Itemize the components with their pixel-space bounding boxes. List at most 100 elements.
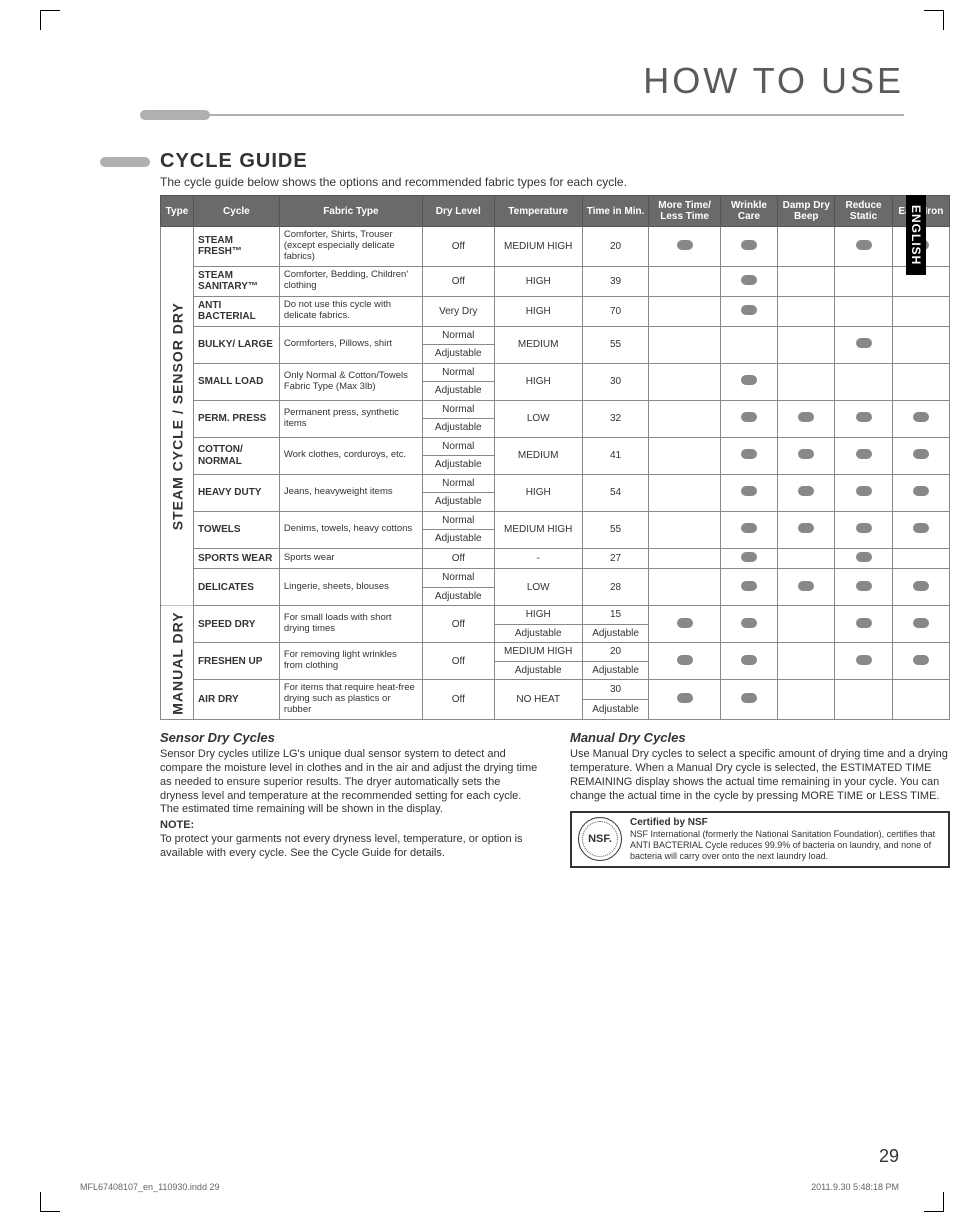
option-cell <box>649 643 721 680</box>
table-row: MANUAL DRYSPEED DRYFor small loads with … <box>161 606 950 625</box>
option-cell <box>778 326 835 363</box>
dry-level: Off <box>422 227 494 267</box>
option-dot-icon <box>913 486 929 496</box>
dry-level: Very Dry <box>422 296 494 326</box>
time-min: 55 <box>582 511 648 548</box>
option-dot-icon <box>856 618 872 628</box>
fabric-type: Denims, towels, heavy cottons <box>279 511 422 548</box>
option-cell <box>892 569 949 606</box>
cycle-name: HEAVY DUTY <box>193 474 279 511</box>
fabric-type: Jeans, heavyweight items <box>279 474 422 511</box>
option-dot-icon <box>741 486 757 496</box>
option-cell <box>649 437 721 474</box>
table-row: STEAM SANITARY™Comforter, Bedding, Child… <box>161 266 950 296</box>
option-cell <box>649 548 721 569</box>
option-cell <box>720 474 777 511</box>
temperature: MEDIUM HIGH <box>494 511 582 548</box>
fabric-type: Cormforters, Pillows, shirt <box>279 326 422 363</box>
temperature: HIGH <box>494 363 582 400</box>
fabric-type: Permanent press, synthetic items <box>279 400 422 437</box>
option-cell <box>892 296 949 326</box>
option-dot-icon <box>856 338 872 348</box>
option-dot-icon <box>677 693 693 703</box>
table-row: FRESHEN UPFor removing light wrinkles fr… <box>161 643 950 662</box>
option-dot-icon <box>913 412 929 422</box>
dry-level: Off <box>422 266 494 296</box>
temperature: Adjustable <box>494 624 582 643</box>
option-dot-icon <box>677 618 693 628</box>
cycle-name: FRESHEN UP <box>193 643 279 680</box>
language-tab: ENGLISH <box>906 195 926 275</box>
option-cell <box>649 680 721 720</box>
dry-level: Off <box>422 643 494 680</box>
note-text: To protect your garments not every dryne… <box>160 833 540 861</box>
fabric-type: For small loads with short drying times <box>279 606 422 643</box>
dry-level: Normal <box>422 569 494 588</box>
option-cell <box>720 569 777 606</box>
temperature: Adjustable <box>494 661 582 680</box>
option-cell <box>720 296 777 326</box>
fabric-type: Lingerie, sheets, blouses <box>279 569 422 606</box>
option-cell <box>835 363 892 400</box>
cycle-name: SPEED DRY <box>193 606 279 643</box>
cycle-name: SMALL LOAD <box>193 363 279 400</box>
option-dot-icon <box>741 449 757 459</box>
option-dot-icon <box>741 655 757 665</box>
option-cell <box>720 548 777 569</box>
section-header: CYCLE GUIDE <box>100 150 904 173</box>
col-header: Fabric Type <box>279 196 422 227</box>
option-dot-icon <box>856 581 872 591</box>
option-cell <box>720 437 777 474</box>
option-cell <box>835 296 892 326</box>
dry-level: Adjustable <box>422 493 494 512</box>
title-rule <box>140 110 904 120</box>
option-dot-icon <box>856 523 872 533</box>
nsf-text: NSF International (formerly the National… <box>630 829 942 861</box>
cycle-name: AIR DRY <box>193 680 279 720</box>
option-dot-icon <box>798 581 814 591</box>
option-cell <box>778 474 835 511</box>
cycle-name: ANTI BACTERIAL <box>193 296 279 326</box>
option-cell <box>720 326 777 363</box>
temperature: MEDIUM <box>494 326 582 363</box>
option-cell <box>835 326 892 363</box>
section-subtitle: The cycle guide below shows the options … <box>160 175 904 189</box>
option-dot-icon <box>856 655 872 665</box>
table-row: HEAVY DUTYJeans, heavyweight itemsNormal… <box>161 474 950 493</box>
option-dot-icon <box>913 655 929 665</box>
option-cell <box>720 363 777 400</box>
option-cell <box>892 363 949 400</box>
option-cell <box>778 227 835 267</box>
table-row: COTTON/ NORMALWork clothes, corduroys, e… <box>161 437 950 456</box>
nsf-box: NSF. Certified by NSF NSF International … <box>570 811 950 867</box>
time-min: 30 <box>582 680 648 700</box>
option-cell <box>720 227 777 267</box>
temperature: - <box>494 548 582 569</box>
footer-right: 2011.9.30 5:48:18 PM <box>811 1182 899 1192</box>
temperature: LOW <box>494 400 582 437</box>
dry-level: Adjustable <box>422 382 494 401</box>
dry-level: Adjustable <box>422 345 494 364</box>
dry-level: Normal <box>422 326 494 345</box>
table-row: ANTI BACTERIALDo not use this cycle with… <box>161 296 950 326</box>
option-dot-icon <box>677 240 693 250</box>
time-min: 39 <box>582 266 648 296</box>
option-dot-icon <box>741 412 757 422</box>
option-dot-icon <box>741 552 757 562</box>
dry-level: Normal <box>422 511 494 530</box>
fabric-type: Do not use this cycle with delicate fabr… <box>279 296 422 326</box>
option-cell <box>778 606 835 643</box>
option-cell <box>892 606 949 643</box>
time-min: 41 <box>582 437 648 474</box>
temperature: MEDIUM HIGH <box>494 227 582 267</box>
option-cell <box>649 511 721 548</box>
cycle-name: TOWELS <box>193 511 279 548</box>
option-cell <box>778 296 835 326</box>
option-cell <box>778 437 835 474</box>
option-cell <box>835 569 892 606</box>
option-cell <box>892 643 949 680</box>
option-cell <box>778 266 835 296</box>
option-dot-icon <box>677 655 693 665</box>
option-dot-icon <box>741 275 757 285</box>
option-cell <box>649 400 721 437</box>
